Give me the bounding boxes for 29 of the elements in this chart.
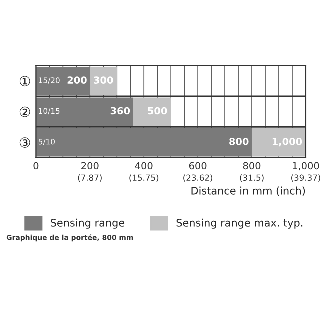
x2-tick-label: (15.75)	[130, 174, 159, 182]
annotation: 1,000	[272, 138, 302, 147]
bar	[36, 98, 134, 126]
x2-tick-label: (31.5)	[240, 174, 264, 182]
x-tick-label: 0	[34, 162, 39, 170]
bar	[36, 128, 252, 157]
x2-tick-label: (39.37)	[292, 174, 320, 182]
x-tick-label: 400	[135, 162, 153, 170]
x-tick-label: 600	[189, 162, 207, 170]
x2-tick-label: (23.62)	[184, 174, 213, 182]
bar	[133, 98, 172, 126]
y-tick-label: ②	[20, 106, 30, 118]
x2-tick-label: (7.87)	[78, 174, 102, 182]
bar	[36, 67, 90, 96]
x-axis-title: Distance in mm (inch)	[192, 186, 306, 196]
bar	[252, 128, 306, 157]
annotation: 500	[148, 107, 168, 115]
x-tick-label: 200	[82, 162, 99, 170]
legend-label: Sensing range max. typ.	[176, 218, 303, 229]
data-label: 800	[230, 138, 249, 146]
legend-label: Sensing range	[51, 218, 125, 229]
x-tick-label: 1,000	[293, 162, 320, 171]
y-tick-label: ①	[20, 76, 30, 87]
annotation: 300	[94, 76, 114, 84]
x-tick-label: 800	[243, 162, 261, 170]
y-tick-label: ③	[20, 138, 30, 148]
data-label: 200	[68, 76, 87, 84]
data-label: 360	[110, 107, 130, 115]
bar	[90, 67, 118, 96]
